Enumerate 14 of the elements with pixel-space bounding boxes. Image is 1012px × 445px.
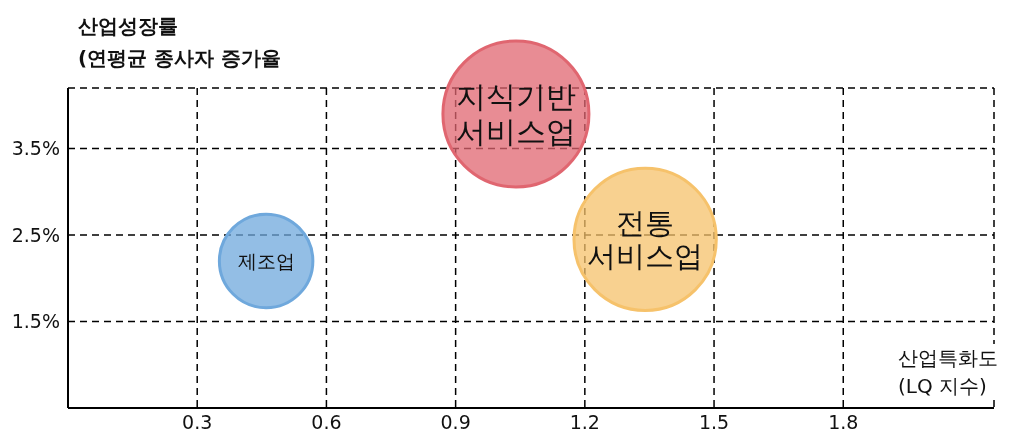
annotation: 제조업 (237, 249, 295, 273)
annotation: 지식기반 서비스업 (455, 79, 576, 149)
x-tick-label: 1.8 (828, 411, 859, 434)
x-axis-title: 산업특화도 (LQ 지수) (898, 344, 998, 400)
x-tick-label: 0.3 (182, 411, 213, 434)
annotation: 전통 서비스업 (587, 205, 704, 274)
y-tick-label: 2.5% (11, 223, 60, 246)
x-tick-label: 0.6 (311, 411, 342, 434)
x-tick-label: 1.2 (569, 411, 600, 434)
y-tick-label: 3.5% (11, 137, 60, 160)
x-tick-label: 0.9 (440, 411, 471, 434)
x-tick-label: 1.5 (698, 411, 730, 434)
y-tick-label: 1.5% (11, 310, 60, 333)
y-axis-title: 산업성장률 (연평균 종사자 증가율 (78, 13, 282, 72)
